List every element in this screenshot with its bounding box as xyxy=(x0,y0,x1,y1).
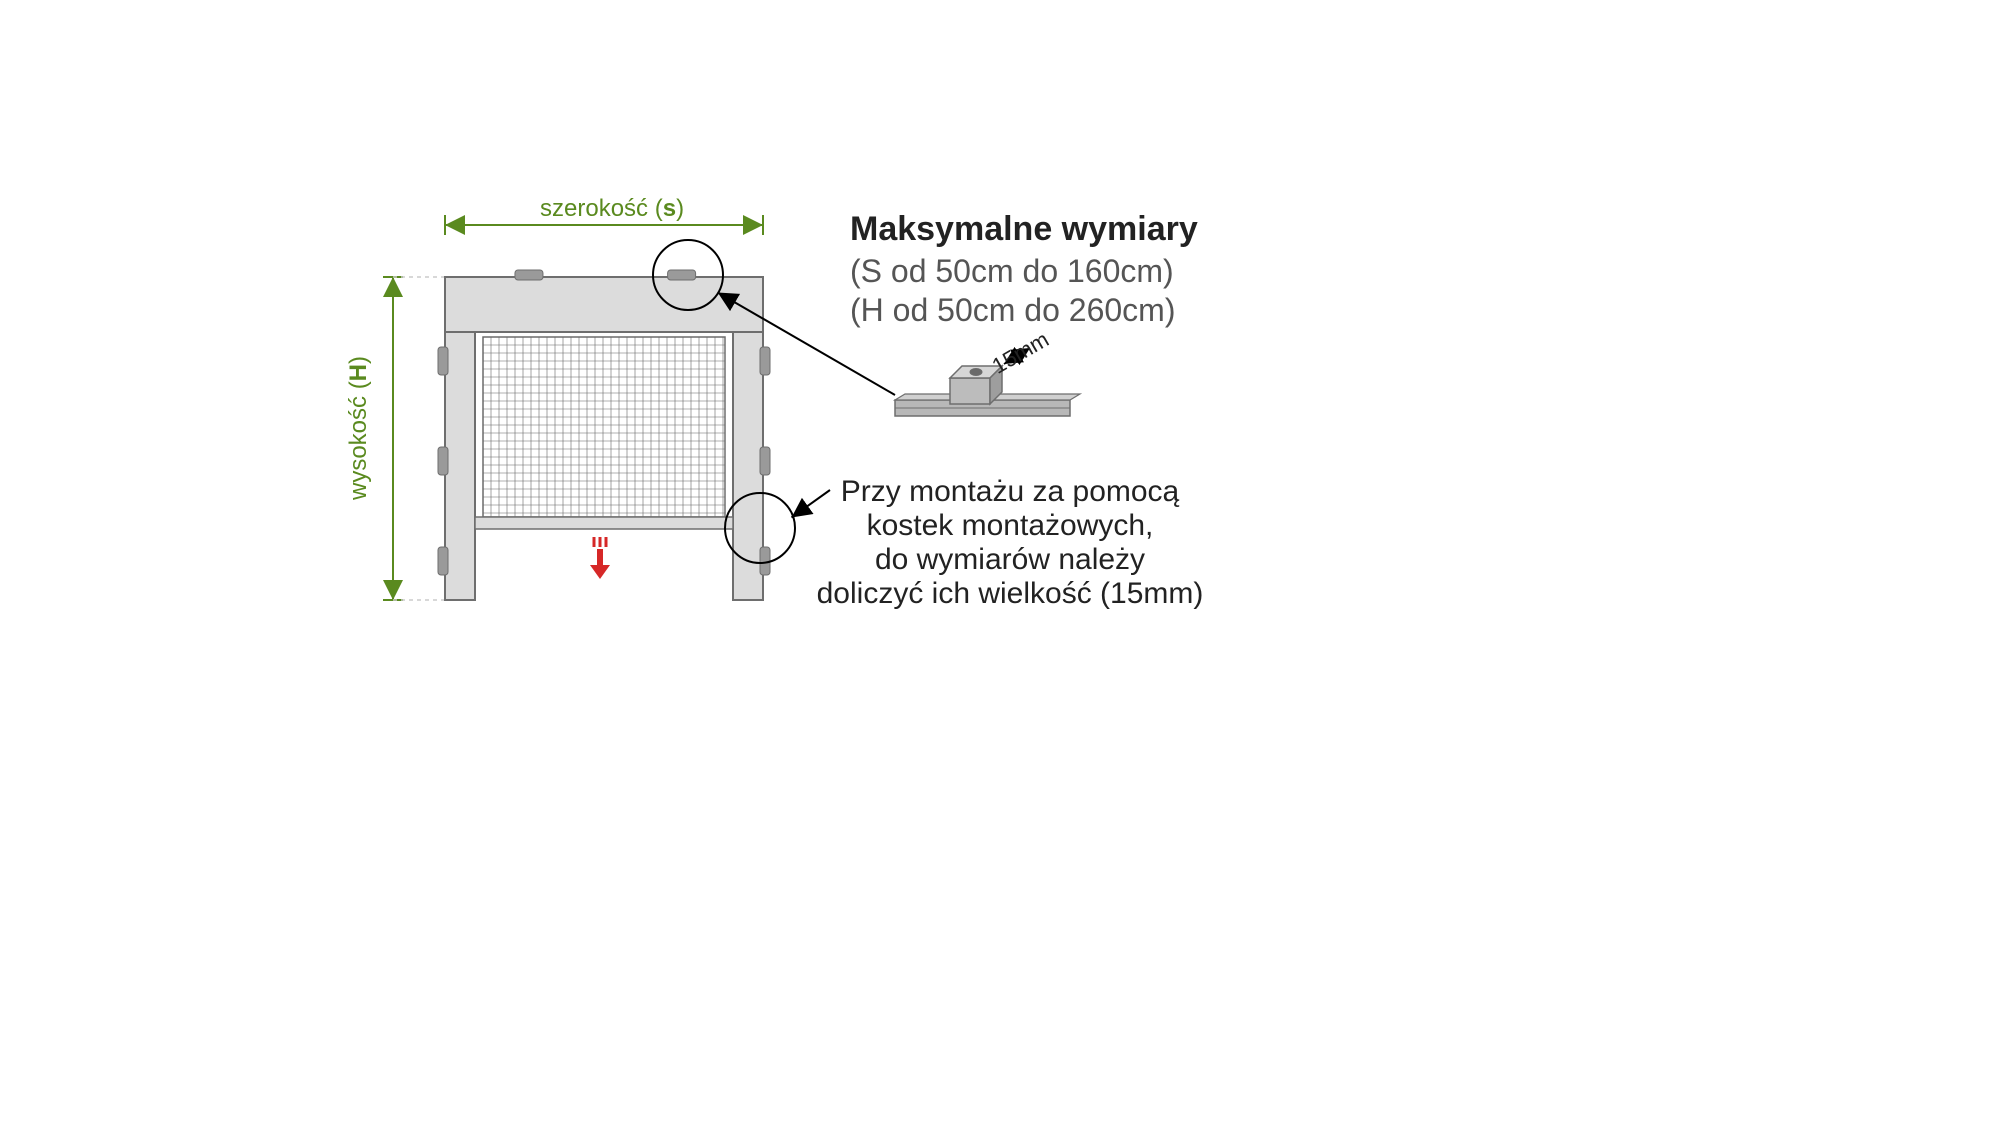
height-label-prefix: wysokość ( xyxy=(345,381,372,500)
note-line-3: do wymiarów należy xyxy=(800,543,1220,577)
width-label-letter: s xyxy=(663,195,676,222)
note-line-2: kostek montażowych, xyxy=(800,509,1220,543)
width-label-prefix: szerokość ( xyxy=(540,195,663,222)
width-dimension-label: szerokość (s) xyxy=(540,195,684,223)
width-label-suffix: ) xyxy=(676,195,684,222)
height-dimension-label: wysokość (H) xyxy=(345,356,373,500)
height-label-letter: H xyxy=(345,364,372,381)
mounting-note-block: Przy montażu za pomocą kostek montażowyc… xyxy=(800,475,1220,611)
title-block: Maksymalne wymiary (S od 50cm do 160cm) … xyxy=(850,210,1250,329)
range-h-text: (H od 50cm do 260cm) xyxy=(850,292,1250,329)
height-label-suffix: ) xyxy=(345,356,372,364)
note-line-4: doliczyć ich wielkość (15mm) xyxy=(800,577,1220,611)
title-text: Maksymalne wymiary xyxy=(850,210,1250,249)
note-line-1: Przy montażu za pomocą xyxy=(800,475,1220,509)
range-s-text: (S od 50cm do 160cm) xyxy=(850,253,1250,290)
